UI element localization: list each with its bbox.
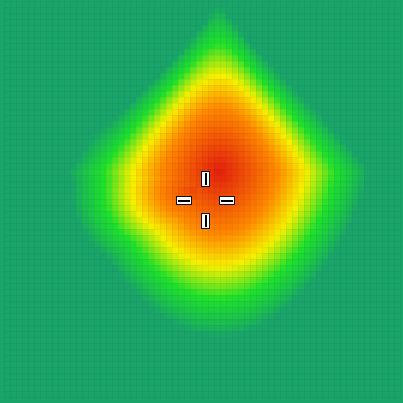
crosshair-bottom-tick: [201, 213, 210, 229]
crosshair-top-tick: [201, 171, 210, 187]
heatmap-canvas[interactable]: [4, 1, 402, 399]
crosshair-right-tick: [219, 196, 235, 205]
crosshair-left-tick: [176, 196, 192, 205]
crosshair-icon: [176, 171, 236, 231]
